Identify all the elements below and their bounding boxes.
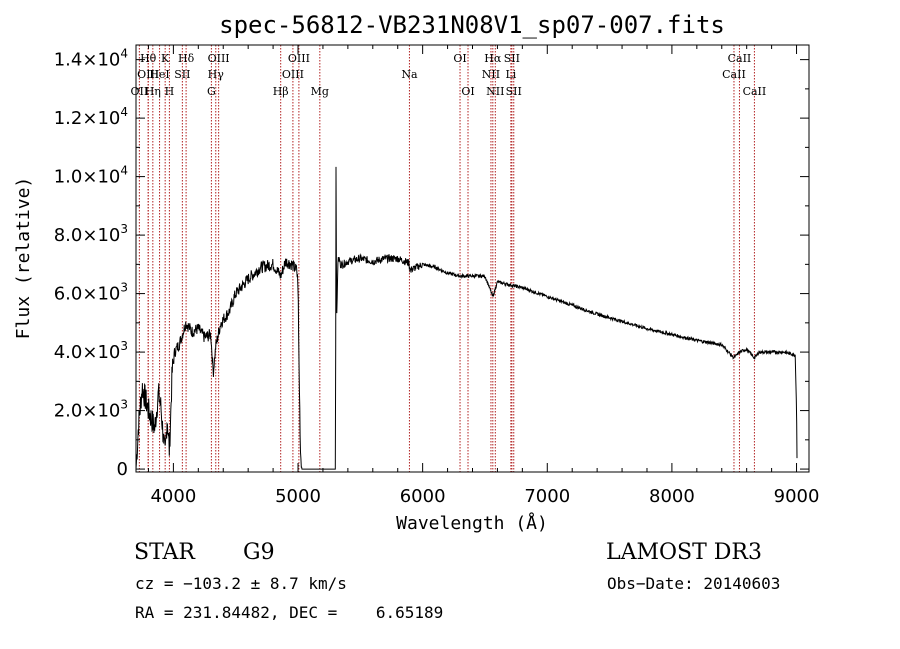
line-label-20: Hα xyxy=(484,52,502,65)
y-tick-label-5: 1.0×104 xyxy=(54,164,128,188)
line-label-10: Hγ xyxy=(208,68,225,81)
object-class: STAR xyxy=(134,540,195,565)
y-tick-label-2: 4.0×103 xyxy=(54,339,128,363)
spectral-subclass: G9 xyxy=(243,540,275,565)
emission-line-markers xyxy=(138,45,755,472)
line-label-7: SII xyxy=(174,68,190,81)
line-label-6: H xyxy=(165,85,175,98)
line-label-21: NII xyxy=(486,85,504,98)
y-tick-label-3: 6.0×103 xyxy=(54,281,128,305)
line-label-23: Li xyxy=(505,68,516,81)
line-label-8: Hδ xyxy=(178,52,195,65)
y-axis-label: Flux (relative) xyxy=(13,177,34,340)
x-tick-label-1: 5000 xyxy=(275,486,321,507)
line-label-1: Hθ xyxy=(140,52,157,65)
line-label-2: OIII xyxy=(137,68,159,81)
y-tick-label-6: 1.2×104 xyxy=(54,105,128,129)
spectrum-line xyxy=(135,166,798,470)
x-tick-label-5: 9000 xyxy=(774,486,820,507)
chart-title: spec-56812-VB231N08V1_sp07-007.fits xyxy=(219,11,725,39)
line-label-27: CaII xyxy=(743,85,767,98)
x-axis-label: Wavelength (Å) xyxy=(396,512,548,534)
line-label-11: OIII xyxy=(208,52,230,65)
x-tick-label-4: 8000 xyxy=(649,486,695,507)
line-label-13: OIII xyxy=(282,68,304,81)
line-label-4: HeI xyxy=(149,68,169,81)
line-label-12: Hβ xyxy=(273,85,289,98)
redshift-readout: cz = −103.2 ± 8.7 km/s xyxy=(135,574,347,593)
line-label-26: CaII xyxy=(728,52,752,65)
line-label-19: NII xyxy=(482,68,500,81)
line-label-0: OII xyxy=(131,85,149,98)
y-tick-label-7: 1.4×104 xyxy=(54,47,128,71)
line-label-22: SII xyxy=(504,52,520,65)
line-label-14: OIII xyxy=(288,52,310,65)
y-tick-label-1: 2.0×103 xyxy=(54,398,128,422)
spectrum-trace xyxy=(135,166,798,470)
x-tick-label-0: 4000 xyxy=(150,486,196,507)
line-label-16: Na xyxy=(401,68,418,81)
line-label-15: Mg xyxy=(311,85,329,98)
line-label-24: SII xyxy=(506,85,522,98)
x-tick-label-2: 6000 xyxy=(400,486,446,507)
survey-name: LAMOST DR3 xyxy=(606,540,762,565)
line-label-5: K xyxy=(161,52,170,65)
line-label-25: CaII xyxy=(722,68,746,81)
obs-date: Obs−Date: 20140603 xyxy=(607,574,781,593)
line-label-9: G xyxy=(207,85,216,98)
y-tick-label-0: 0 xyxy=(117,459,128,480)
x-axis-ticks: 4000 5000 6000 7000 8000 9000 xyxy=(147,45,820,507)
y-axis-ticks: 0 2.0×103 4.0×103 6.0×103 8.0×103 1.0×104 1.2×… xyxy=(54,47,809,480)
x-tick-label-3: 7000 xyxy=(524,486,570,507)
line-label-17: OI xyxy=(453,52,466,65)
line-labels: OII Hθ OIII Hη HeI K H SII Hδ G Hγ OIII Hβ OIII OIII Mg… xyxy=(131,52,767,98)
line-label-3: Hη xyxy=(145,85,161,98)
plot-frame xyxy=(135,44,810,473)
y-tick-label-4: 8.0×103 xyxy=(54,222,128,246)
coordinates: RA = 231.84482, DEC = 6.65189 xyxy=(135,603,444,622)
line-label-18: OI xyxy=(461,85,474,98)
